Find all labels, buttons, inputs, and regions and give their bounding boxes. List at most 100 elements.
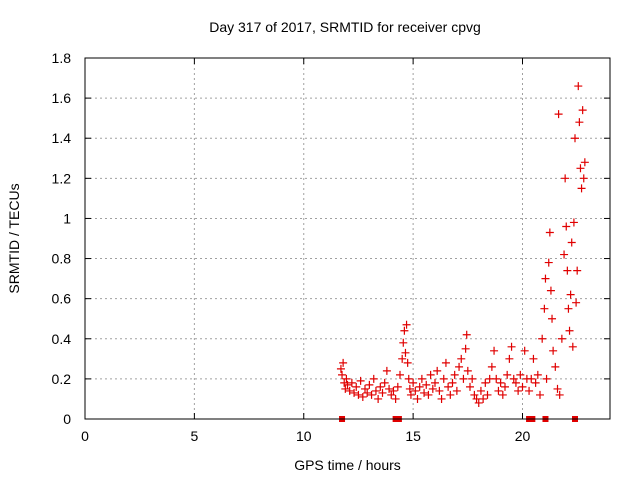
data-point [437, 394, 446, 403]
data-point [553, 384, 562, 393]
data-point [358, 392, 367, 401]
data-point [405, 384, 414, 393]
x-tick-label: 10 [296, 428, 312, 444]
y-tick-label: 1 [63, 210, 71, 226]
x-tick-label: 5 [190, 428, 198, 444]
data-point [431, 378, 439, 387]
data-point [578, 106, 587, 115]
y-axis-label: SRMTID / TECUs [6, 183, 22, 293]
data-point [474, 398, 483, 407]
data-point [424, 390, 433, 399]
data-point [428, 384, 437, 393]
x-tick-label: 20 [515, 428, 531, 444]
data-point [398, 354, 407, 363]
data-point [533, 370, 542, 379]
data-point [560, 250, 569, 259]
data-point [575, 118, 584, 127]
data-point [466, 382, 474, 391]
chart-title: Day 317 of 2017, SRMTID for receiver cpv… [209, 19, 481, 35]
data-point [566, 290, 575, 299]
data-point [365, 380, 374, 389]
data-point [564, 304, 573, 313]
data-point [579, 174, 588, 183]
data-point [518, 382, 527, 391]
data-point [572, 298, 581, 307]
data-point [509, 374, 518, 383]
y-tick-label: 0.2 [52, 371, 72, 387]
data-point [551, 362, 560, 371]
data-point [409, 378, 418, 387]
data-point [347, 378, 356, 387]
data-point [420, 388, 429, 397]
data-point [542, 374, 551, 383]
plot-area-border [84, 57, 611, 420]
x-tick-label: 15 [405, 428, 421, 444]
data-point [455, 362, 464, 371]
y-tick-label: 1.8 [52, 50, 72, 66]
data-point [490, 346, 499, 355]
data-point [457, 354, 466, 363]
axis-ticks [84, 57, 610, 420]
data-point [448, 378, 457, 387]
data-point [387, 390, 396, 399]
data-point [399, 338, 408, 347]
data-point [338, 370, 347, 379]
data-point [538, 334, 547, 343]
data-point [385, 384, 394, 393]
data-point [483, 390, 492, 399]
data-point [391, 394, 400, 403]
y-tick-label: 0.8 [52, 251, 72, 267]
data-point [487, 362, 496, 371]
data-point [367, 390, 376, 399]
data-point [350, 388, 359, 397]
data-point [452, 386, 461, 395]
data-point [580, 158, 589, 167]
data-point [340, 378, 349, 387]
data-point [389, 386, 398, 395]
data-point [492, 374, 501, 383]
data-point [555, 390, 564, 399]
data-point [433, 366, 442, 375]
data-point [444, 382, 453, 391]
data-point [569, 218, 578, 227]
data-point [529, 354, 538, 363]
data-point [501, 382, 509, 391]
data-point [577, 184, 586, 193]
data-point [354, 390, 363, 399]
data-point [402, 320, 411, 329]
data-point [426, 370, 435, 379]
data-points [336, 82, 589, 407]
data-point [403, 358, 412, 367]
data-point [463, 366, 472, 375]
data-point [507, 342, 516, 351]
data-point [439, 374, 448, 383]
data-point [496, 378, 505, 387]
data-point [343, 380, 352, 389]
data-point [339, 358, 348, 367]
data-point [446, 390, 455, 399]
data-point [396, 370, 404, 379]
data-point [336, 364, 345, 373]
data-point [345, 386, 354, 395]
data-point [393, 382, 402, 391]
data-point [531, 378, 540, 387]
data-point [544, 258, 553, 267]
data-point [546, 286, 555, 295]
data-point [541, 274, 550, 283]
data-point [549, 346, 558, 355]
data-point [505, 354, 514, 363]
data-point [567, 238, 576, 247]
x-axis-label: GPS time / hours [294, 457, 401, 473]
data-point [352, 382, 361, 391]
data-point [422, 380, 431, 389]
y-tick-label: 0 [63, 411, 71, 427]
data-point [468, 374, 477, 383]
y-tick-labels: 0 0.2 0.4 0.6 0.8 1 1.2 1.4 1.6 1.8 [52, 50, 72, 427]
data-point [557, 334, 566, 343]
x-tick-labels: 0 5 10 15 20 [81, 428, 530, 444]
data-point [536, 390, 544, 399]
data-point [401, 348, 410, 357]
data-point [363, 388, 372, 397]
data-point [376, 382, 385, 391]
